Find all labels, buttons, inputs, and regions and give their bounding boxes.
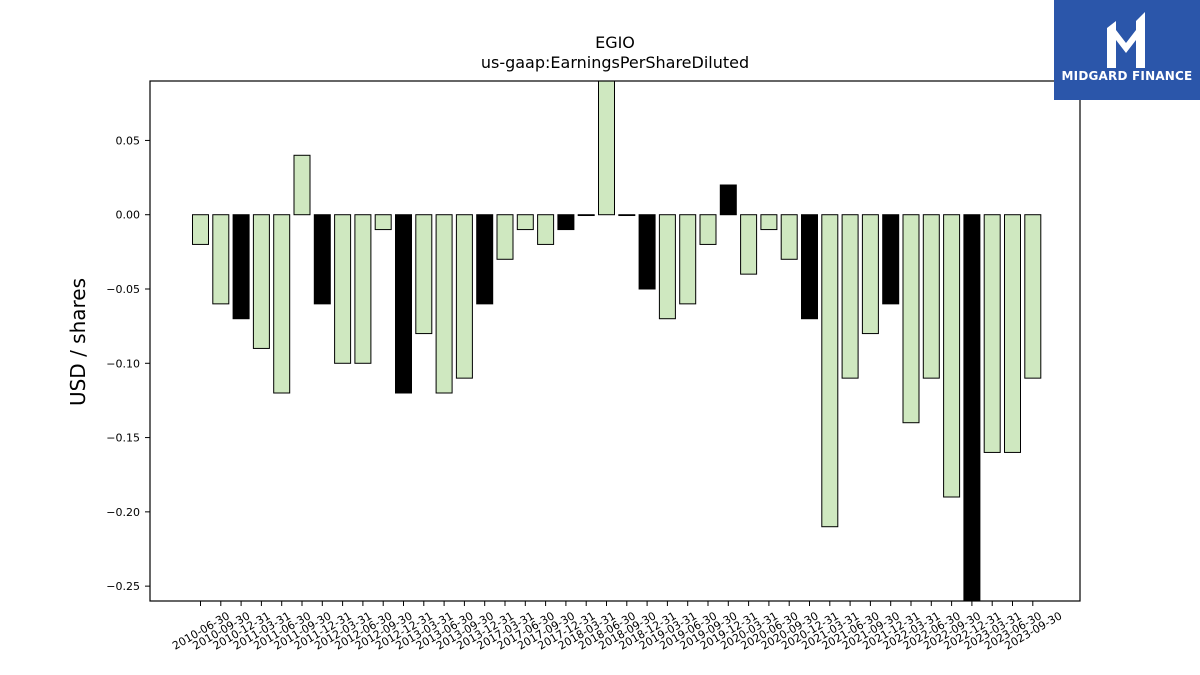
bar [313,214,331,305]
bars-group [192,81,1042,601]
bar [537,214,555,245]
bar [882,214,900,305]
y-tick-label: −0.10 [106,357,140,370]
bar [395,214,412,394]
bar [252,214,270,349]
bar [577,214,595,217]
bar [841,214,859,379]
bar [192,214,209,245]
logo-text: MIDGARD FINANCE [1061,69,1193,83]
bar [374,214,392,231]
bar [598,81,615,216]
y-tick-label: −0.15 [106,432,140,445]
y-tick-label: 0.00 [116,209,141,222]
bar [455,214,473,379]
y-tick-label: −0.25 [106,580,140,593]
plot-frame [149,80,1081,602]
bar [658,214,676,320]
bar [618,214,636,217]
bar [354,214,372,364]
bar [719,184,737,216]
bar [963,214,981,601]
bar [679,214,697,305]
bar [699,214,717,245]
bar [293,154,311,216]
bar [821,214,839,528]
bar [801,214,818,320]
bar [334,214,352,364]
bar [638,214,656,290]
y-tick-label: −0.05 [106,283,140,296]
bar [983,214,1001,453]
brand-logo: MIDGARD FINANCE [1054,0,1200,100]
bar [780,214,798,260]
bar [902,214,920,424]
bar [435,214,453,394]
chart-title: EGIO [595,33,635,52]
bar [922,214,940,379]
bar [1004,214,1021,453]
bar [516,214,534,231]
y-tick-label: −0.20 [106,506,140,519]
bar [273,214,291,394]
bar [496,214,514,260]
bar [476,214,494,305]
bar [232,214,250,320]
bar [943,214,961,498]
bar [1024,214,1042,379]
bar [760,214,778,231]
logo-mark-icon [1107,12,1145,68]
bar [212,214,230,305]
chart-subtitle: us-gaap:EarningsPerShareDiluted [480,53,750,72]
bar [861,214,879,335]
bar [415,214,433,335]
y-tick-label: 0.05 [116,134,141,147]
bar [740,214,758,275]
bar [557,214,575,231]
